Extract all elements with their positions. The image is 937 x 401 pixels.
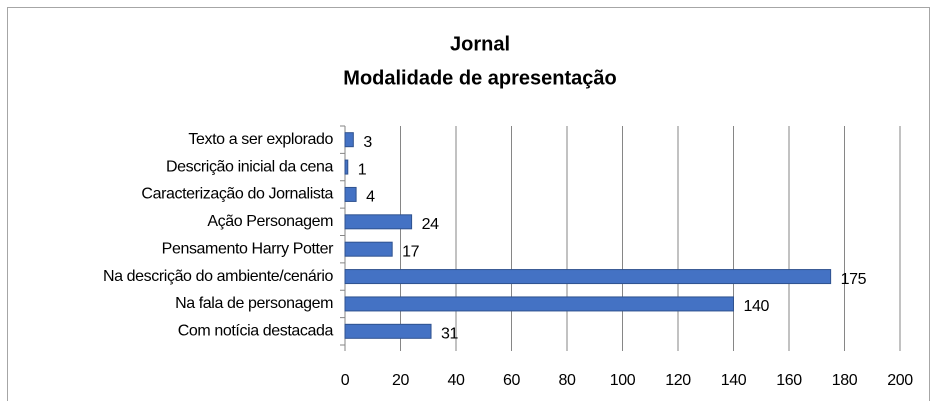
chart-title: Jornal: [450, 33, 510, 55]
y-tick-label: Texto a ser explorado: [188, 131, 333, 148]
y-tick-label: Na descrição do ambiente/cenário: [103, 268, 334, 285]
bar: [344, 159, 349, 175]
y-tick-label: Na fala de personagem: [175, 295, 333, 312]
y-tick-label: Caracterização do Jornalista: [141, 186, 333, 203]
bar: [344, 132, 354, 148]
x-tick-label: 60: [503, 372, 520, 389]
x-tick-label: 80: [559, 372, 576, 389]
bar: [344, 269, 832, 285]
data-label: 17: [402, 243, 419, 260]
data-label: 175: [841, 271, 867, 288]
y-tick-label: Ação Personagem: [207, 213, 333, 230]
bar: [344, 296, 734, 312]
data-label: 1: [358, 161, 367, 178]
data-label: 31: [441, 326, 458, 343]
x-tick-label: 140: [721, 372, 747, 389]
y-tick-label: Descrição inicial da cena: [166, 158, 333, 175]
chart-subtitle: Modalidade de apresentação: [343, 67, 616, 89]
y-tick-label: Com notícia destacada: [178, 323, 334, 340]
bar: [344, 214, 413, 230]
x-tick-label: 180: [832, 372, 858, 389]
x-tick-label: 20: [392, 372, 409, 389]
bar: [344, 186, 357, 202]
bar: [344, 323, 432, 339]
x-tick-label: 100: [610, 372, 636, 389]
data-label: 140: [744, 298, 770, 315]
x-tick-label: 200: [887, 372, 913, 389]
x-tick-label: 0: [341, 372, 350, 389]
chart-frame: [7, 7, 930, 401]
data-label: 4: [366, 189, 375, 206]
x-tick-label: 120: [665, 372, 691, 389]
y-tick-label: Pensamento Harry Potter: [162, 240, 334, 257]
bar: [344, 241, 393, 257]
x-tick-label: 160: [776, 372, 802, 389]
data-label: 24: [422, 216, 439, 233]
data-label: 3: [363, 134, 372, 151]
x-tick-label: 40: [448, 372, 465, 389]
